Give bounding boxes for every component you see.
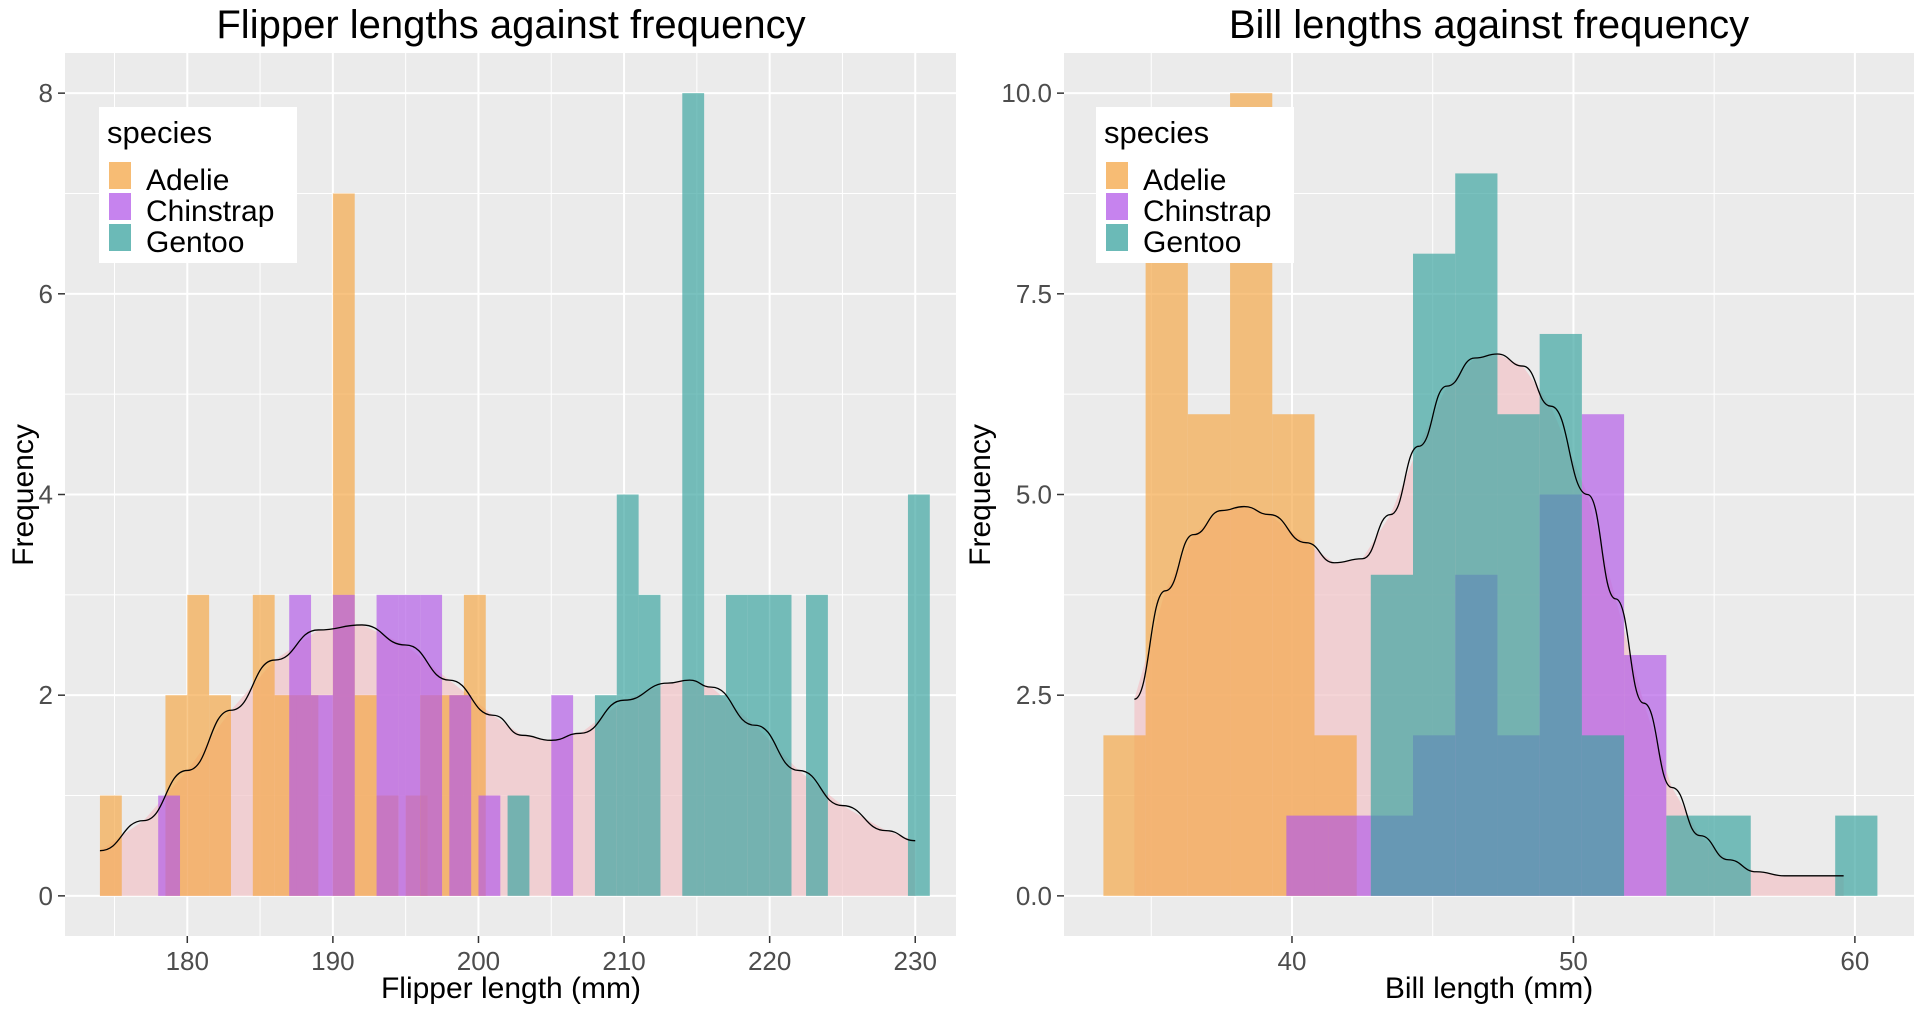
bar-chinstrap <box>311 695 333 896</box>
legend-swatch-gentoo <box>109 224 131 251</box>
bar-gentoo <box>1413 253 1456 896</box>
bar-chinstrap <box>449 695 472 896</box>
bar-gentoo <box>1708 815 1751 896</box>
bar-gentoo <box>907 494 930 896</box>
bar-gentoo <box>638 594 661 896</box>
legend-label-adelie: Adelie <box>146 164 229 197</box>
bar-gentoo <box>682 93 705 896</box>
legend-box <box>1096 107 1294 263</box>
y-axis-label: Frequency <box>964 424 997 566</box>
bar-gentoo <box>704 695 726 896</box>
y-tick-label: 6 <box>39 279 53 309</box>
x-tick-label: 190 <box>311 946 354 976</box>
x-axis-label: Flipper length (mm) <box>381 972 641 1005</box>
y-tick-label: 0.0 <box>1016 881 1052 911</box>
x-tick-label: 40 <box>1278 946 1307 976</box>
bar-chinstrap <box>1328 815 1371 896</box>
bar-adelie <box>99 795 122 896</box>
x-tick-label: 220 <box>748 946 791 976</box>
bar-chinstrap <box>398 594 421 896</box>
legend-title: species <box>1104 115 1209 150</box>
x-tick-label: 60 <box>1840 946 1869 976</box>
bar-adelie <box>1103 735 1146 896</box>
y-tick-label: 10.0 <box>1001 78 1052 108</box>
bar-chinstrap <box>376 594 399 896</box>
bar-chinstrap <box>478 795 501 896</box>
bar-gentoo <box>1455 173 1498 896</box>
bar-adelie <box>209 695 231 896</box>
bar-gentoo <box>1497 414 1540 896</box>
y-tick-label: 4 <box>39 480 53 510</box>
x-axis-label: Bill length (mm) <box>1385 972 1593 1005</box>
bill-length-histogram: 40 50 60 0.0 2.5 5.0 7.5 10.0 Bill lengths agai… <box>964 3 1914 1005</box>
legend-box <box>99 107 297 263</box>
legend: species Adelie Chinstrap Gentoo <box>99 107 297 263</box>
bar-gentoo <box>806 594 828 896</box>
y-tick-label: 8 <box>39 78 53 108</box>
bar-gentoo <box>507 795 530 896</box>
legend-swatch-gentoo <box>1106 224 1128 251</box>
legend-swatch-chinstrap <box>109 193 131 220</box>
y-axis-label: Frequency <box>7 424 40 566</box>
bar-gentoo <box>725 594 748 896</box>
chart-title: Flipper lengths against frequency <box>216 3 805 47</box>
bar-gentoo <box>594 695 617 896</box>
legend-title: species <box>107 115 212 150</box>
bar-chinstrap <box>1286 815 1329 896</box>
bar-adelie <box>354 695 377 896</box>
density-line <box>99 624 916 852</box>
bar-gentoo <box>747 594 770 896</box>
bar-adelie <box>187 594 210 896</box>
bar-chinstrap <box>332 594 355 896</box>
x-tick-label: 180 <box>166 946 209 976</box>
x-tick-label: 210 <box>602 946 645 976</box>
legend-label-adelie: Adelie <box>1143 164 1226 197</box>
bar-gentoo <box>1666 815 1709 896</box>
bar-gentoo <box>769 594 792 896</box>
y-tick-label: 2 <box>39 680 53 710</box>
bar-chinstrap <box>551 695 574 896</box>
bar-chinstrap <box>1624 655 1667 896</box>
legend-label-gentoo: Gentoo <box>1143 226 1241 259</box>
legend-swatch-adelie <box>109 162 131 189</box>
y-tick-label: 0 <box>39 881 53 911</box>
x-tick-label: 230 <box>894 946 937 976</box>
density-line <box>1134 353 1844 877</box>
legend-label-chinstrap: Chinstrap <box>146 195 274 228</box>
bar-gentoo <box>616 494 639 896</box>
bar-adelie <box>1145 253 1188 896</box>
legend: species Adelie Chinstrap Gentoo <box>1096 107 1294 263</box>
chart-title: Bill lengths against frequency <box>1229 3 1749 47</box>
x-tick-label: 200 <box>457 946 500 976</box>
y-tick-label: 7.5 <box>1016 279 1052 309</box>
bar-gentoo <box>1581 735 1625 896</box>
bar-gentoo <box>1539 333 1582 896</box>
bar-gentoo <box>1835 815 1878 896</box>
legend-swatch-chinstrap <box>1106 193 1128 220</box>
bar-chinstrap <box>420 594 443 896</box>
legend-swatch-adelie <box>1106 162 1128 189</box>
flipper-length-histogram: 180 190 200 210 220 230 0 2 4 6 8 Flipper lengths … <box>7 3 956 1005</box>
bar-adelie <box>252 594 275 896</box>
bar-chinstrap <box>158 795 181 896</box>
bar-adelie <box>1187 414 1231 896</box>
legend-label-chinstrap: Chinstrap <box>1143 195 1271 228</box>
bar-chinstrap <box>289 594 312 896</box>
y-tick-label: 2.5 <box>1016 680 1052 710</box>
legend-label-gentoo: Gentoo <box>146 226 244 259</box>
y-tick-label: 5.0 <box>1016 480 1052 510</box>
x-tick-label: 50 <box>1559 946 1588 976</box>
bar-gentoo <box>1370 574 1414 896</box>
